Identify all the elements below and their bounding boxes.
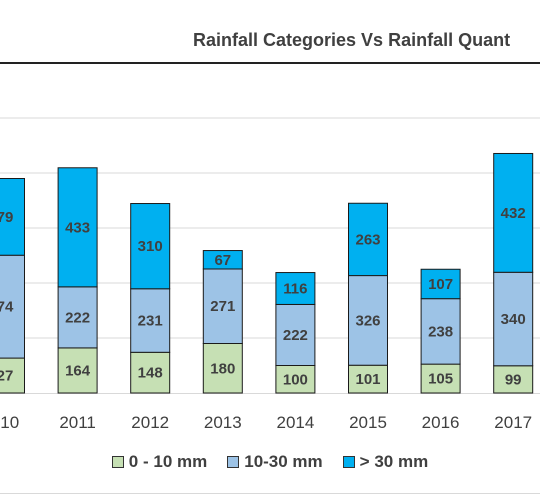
data-label: 310 [138,238,163,255]
bar-segment [0,357,25,394]
bar-segment [420,268,461,300]
x-tick-label: 2013 [204,413,242,432]
bar-segment [57,286,98,349]
bar-segment [275,272,316,305]
data-label: 164 [65,362,91,379]
legend: 0 - 10 mm 10-30 mm > 30 mm [0,452,540,472]
data-label: 148 [138,365,163,382]
legend-swatch [342,456,355,468]
legend-label: 0 - 10 mm [128,452,208,471]
legend-swatch [111,456,124,468]
data-label: 116 [283,281,307,298]
data-label: 222 [283,327,308,344]
bar-segment [493,271,534,367]
legend-item: 0 - 10 mm [111,452,208,472]
legend-item: > 30 mm [342,452,429,472]
data-label: 105 [428,371,453,388]
data-label: 271 [210,298,235,315]
legend-swatch [227,456,240,468]
bar-segment [57,167,98,288]
x-tick-label: 2017 [494,413,532,432]
bar-segment [275,303,316,367]
x-tick-label: 2016 [422,413,460,432]
bar-segment [130,351,171,394]
data-label: 231 [138,313,163,330]
data-label: 340 [501,311,526,328]
data-label: 432 [501,205,526,222]
legend-label: 10-30 mm [244,452,323,471]
x-tick-label: 010 [0,413,19,432]
legend-item: 10-30 mm [227,452,323,472]
bar-segment [130,288,171,353]
data-label: 101 [355,371,380,388]
data-label: 263 [355,231,380,248]
data-label: 222 [65,309,90,326]
bar-segment [275,365,316,394]
data-label: 74 [0,299,14,316]
data-label: 100 [283,371,308,388]
bar-segment [202,268,243,345]
data-label: 67 [214,252,231,269]
data-label: 326 [355,312,380,329]
title-rule [0,62,540,64]
bar-segment [348,202,388,277]
data-label: 238 [428,323,453,340]
bar-segment [0,254,25,359]
chart-title: Rainfall Categories Vs Rainfall Quant [193,30,511,50]
x-tick-label: 2012 [131,413,169,432]
data-label: 99 [505,371,522,388]
bar-segment [0,178,25,256]
data-label: 180 [210,360,235,377]
bar-segment [202,343,243,394]
x-tick-label: 2015 [349,413,387,432]
x-tick-label: 2011 [59,413,96,432]
bar-segment [130,203,171,290]
legend-label: > 30 mm [359,452,429,471]
bar-segment [202,250,243,270]
frame-border [0,493,540,494]
data-label: 27 [0,368,13,385]
data-label: 433 [65,219,90,236]
bar-segment [493,152,534,273]
data-label: 107 [428,276,453,293]
x-tick-label: 2014 [276,413,314,432]
bar-segment [348,275,388,366]
bar-segment [57,347,98,394]
data-label: 79 [0,209,13,226]
